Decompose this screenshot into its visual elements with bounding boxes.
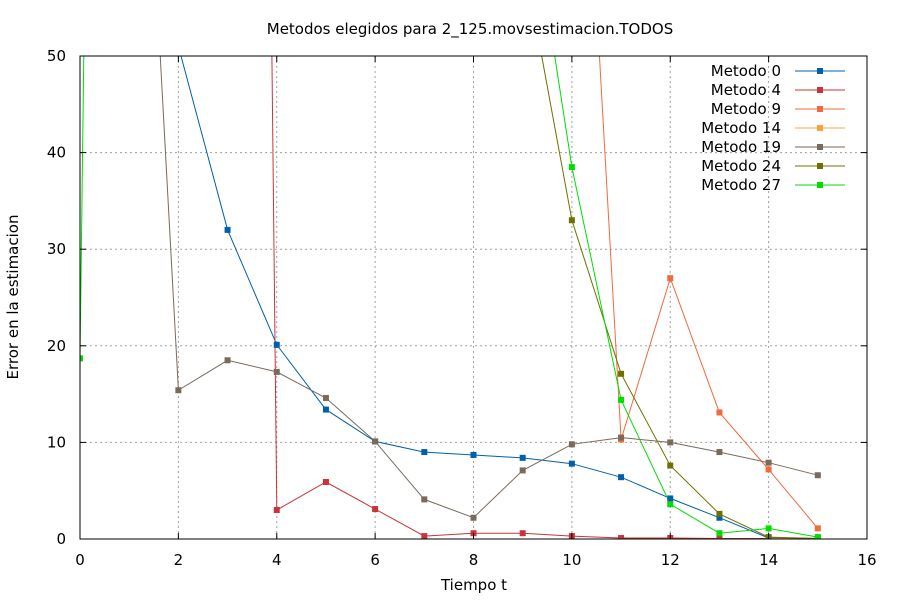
point-metodo-19 bbox=[519, 467, 526, 474]
point-metodo-4 bbox=[618, 535, 625, 539]
y-ticks: 0 10 20 30 40 50 bbox=[47, 47, 867, 548]
point-metodo-9 bbox=[667, 275, 674, 282]
point-metodo-4 bbox=[322, 479, 329, 486]
legend-label-metodo-24: Metodo 24 bbox=[701, 157, 781, 175]
x-tick-label: 8 bbox=[469, 551, 479, 569]
y-tick-label: 40 bbox=[47, 144, 66, 162]
legend-label-metodo-4: Metodo 4 bbox=[711, 81, 781, 99]
point-metodo-0 bbox=[568, 460, 575, 467]
point-metodo-4 bbox=[273, 507, 280, 514]
y-tick-label: 50 bbox=[47, 47, 66, 65]
point-metodo-4 bbox=[716, 535, 723, 539]
legend-marker-metodo-14 bbox=[817, 125, 823, 131]
y-tick-label: 10 bbox=[47, 433, 66, 451]
series-line-metodo-0 bbox=[180, 56, 818, 539]
series-markers bbox=[80, 164, 821, 539]
point-metodo-19 bbox=[372, 438, 379, 445]
point-metodo-27 bbox=[80, 355, 83, 362]
y-axis-label: Error en la estimacion bbox=[4, 215, 22, 380]
point-metodo-4 bbox=[372, 506, 379, 513]
x-axis-label: Tiempo t bbox=[440, 576, 507, 594]
point-metodo-19 bbox=[716, 449, 723, 456]
point-metodo-27 bbox=[716, 530, 723, 537]
series-line-metodo-9 bbox=[598, 56, 819, 529]
legend-marker-metodo-9 bbox=[817, 106, 823, 112]
legend-marker-metodo-0 bbox=[817, 68, 823, 74]
point-metodo-19 bbox=[470, 514, 477, 521]
chart-title: Metodos elegidos para 2_125.movsestimaci… bbox=[267, 20, 673, 39]
y-tick-label: 30 bbox=[47, 240, 66, 258]
point-metodo-27 bbox=[618, 396, 625, 403]
point-metodo-27 bbox=[667, 501, 674, 508]
point-metodo-0 bbox=[322, 406, 329, 413]
point-metodo-0 bbox=[618, 474, 625, 481]
point-metodo-19 bbox=[273, 368, 280, 375]
point-metodo-24 bbox=[618, 370, 625, 377]
point-metodo-19 bbox=[322, 394, 329, 401]
point-metodo-19 bbox=[814, 472, 821, 479]
legend-label-metodo-19: Metodo 19 bbox=[701, 138, 781, 156]
legend-label-metodo-0: Metodo 0 bbox=[711, 62, 781, 80]
x-tick-label: 16 bbox=[857, 551, 876, 569]
point-metodo-0 bbox=[470, 451, 477, 458]
x-tick-label: 14 bbox=[759, 551, 778, 569]
x-ticks: 0 2 4 6 8 10 12 14 16 bbox=[75, 56, 877, 569]
point-metodo-19 bbox=[667, 439, 674, 446]
point-metodo-19 bbox=[568, 441, 575, 448]
point-metodo-9 bbox=[814, 525, 821, 532]
legend-label-metodo-9: Metodo 9 bbox=[711, 100, 781, 118]
point-metodo-19 bbox=[175, 387, 182, 394]
point-metodo-24 bbox=[667, 462, 674, 469]
point-metodo-27 bbox=[765, 525, 772, 532]
point-metodo-0 bbox=[273, 341, 280, 348]
legend-marker-metodo-27 bbox=[817, 182, 823, 188]
legend-marker-metodo-19 bbox=[817, 144, 823, 150]
y-tick-label: 20 bbox=[47, 337, 66, 355]
legend-label-metodo-14: Metodo 14 bbox=[701, 119, 781, 137]
point-metodo-0 bbox=[224, 226, 231, 233]
point-metodo-27 bbox=[814, 534, 821, 539]
x-tick-label: 0 bbox=[75, 551, 85, 569]
point-metodo-24 bbox=[568, 217, 575, 224]
point-metodo-0 bbox=[421, 449, 428, 456]
point-metodo-19 bbox=[618, 434, 625, 441]
point-metodo-9 bbox=[716, 409, 723, 416]
x-tick-label: 12 bbox=[661, 551, 680, 569]
point-metodo-24 bbox=[716, 510, 723, 517]
point-metodo-4 bbox=[519, 530, 526, 537]
point-metodo-0 bbox=[519, 454, 526, 461]
point-metodo-4 bbox=[421, 533, 428, 539]
point-metodo-19 bbox=[765, 459, 772, 466]
point-metodo-27 bbox=[568, 164, 575, 171]
point-metodo-19 bbox=[421, 496, 428, 503]
grid bbox=[80, 56, 867, 539]
point-metodo-0 bbox=[716, 514, 723, 521]
point-metodo-19 bbox=[224, 357, 231, 364]
legend-label-metodo-27: Metodo 27 bbox=[701, 176, 781, 194]
x-tick-label: 2 bbox=[174, 551, 184, 569]
x-tick-label: 10 bbox=[562, 551, 581, 569]
y-tick-label: 0 bbox=[56, 530, 66, 548]
legend-marker-metodo-4 bbox=[817, 87, 823, 93]
legend-marker-metodo-24 bbox=[817, 163, 823, 169]
x-tick-label: 6 bbox=[370, 551, 380, 569]
point-metodo-0 bbox=[667, 495, 674, 502]
point-metodo-9 bbox=[765, 466, 772, 473]
x-tick-label: 4 bbox=[272, 551, 282, 569]
